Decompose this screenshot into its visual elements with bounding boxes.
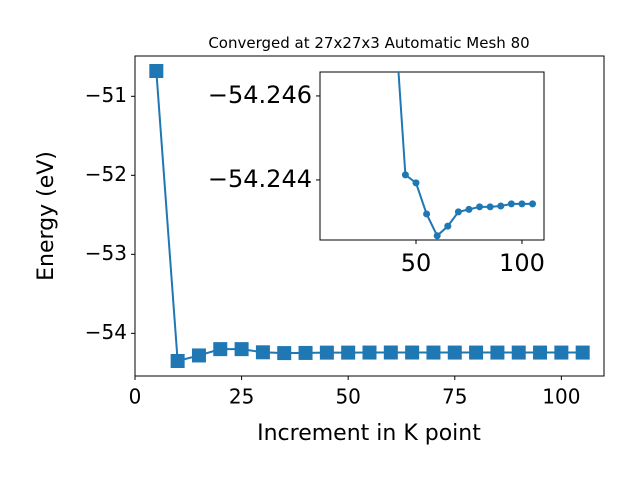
y-tick-label: −54.244	[208, 165, 312, 193]
y-tick-label: −54.246	[208, 81, 312, 109]
x-tick-label: 25	[229, 385, 254, 409]
marker	[405, 345, 420, 360]
plot-area	[319, 71, 545, 241]
series-group	[149, 64, 590, 368]
x-tick-label: 100	[499, 249, 545, 277]
marker	[486, 203, 494, 211]
y-tick-label: −54	[85, 320, 127, 344]
x-tick-label: 50	[401, 249, 432, 277]
marker	[447, 345, 462, 360]
chart-title: Converged at 27x27x3 Automatic Mesh 80	[208, 34, 529, 52]
marker	[554, 345, 569, 360]
x-tick-label: 50	[335, 385, 360, 409]
y-axis-label: Energy (eV)	[34, 151, 59, 281]
x-tick-label: 100	[542, 385, 580, 409]
marker	[490, 345, 505, 360]
marker	[507, 200, 515, 208]
x-tick-label: 0	[129, 385, 142, 409]
marker	[529, 200, 537, 208]
marker	[234, 342, 249, 357]
marker	[298, 345, 313, 360]
marker	[319, 345, 334, 360]
marker	[362, 345, 377, 360]
x-axis-label: Increment in K point	[257, 421, 481, 446]
marker	[412, 179, 420, 187]
marker	[149, 64, 164, 79]
marker	[255, 345, 270, 360]
marker	[433, 232, 441, 240]
marker	[423, 210, 431, 218]
series-group	[391, 13, 537, 240]
marker	[213, 342, 228, 357]
marker	[277, 346, 292, 361]
marker	[426, 345, 441, 360]
y-tick-label: −52	[85, 162, 127, 186]
y-tick-label: −51	[85, 83, 127, 107]
marker	[170, 353, 185, 368]
marker	[469, 345, 484, 360]
marker	[465, 205, 473, 213]
marker	[444, 222, 452, 230]
marker	[476, 203, 484, 211]
marker	[401, 171, 409, 179]
marker	[511, 345, 526, 360]
marker	[391, 13, 398, 20]
marker	[383, 345, 398, 360]
marker	[497, 202, 505, 210]
marker	[191, 348, 206, 363]
marker	[575, 345, 590, 360]
y-tick-label: −53	[85, 241, 127, 265]
marker	[518, 200, 526, 208]
marker	[454, 208, 462, 216]
marker	[341, 345, 356, 360]
x-tick-label: 75	[442, 385, 467, 409]
marker	[533, 345, 548, 360]
